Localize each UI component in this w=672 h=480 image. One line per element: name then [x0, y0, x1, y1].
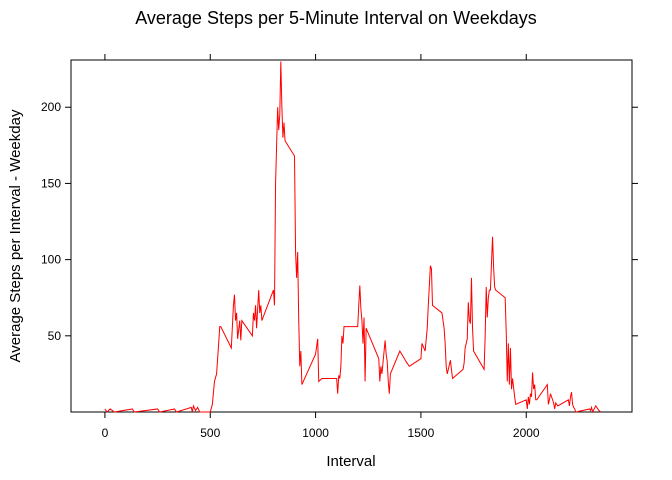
y-tick-label: 100 — [41, 253, 61, 267]
x-tick-label: 500 — [200, 426, 220, 440]
y-tick-label: 200 — [41, 100, 61, 114]
x-tick-label: 1000 — [302, 426, 329, 440]
y-tick-label: 150 — [41, 176, 61, 190]
data-line — [104, 61, 602, 414]
chart-title: Average Steps per 5-Minute Interval on W… — [135, 8, 537, 28]
y-axis-label: Average Steps per Interval - Weekday — [7, 109, 24, 362]
x-tick-label: 1500 — [408, 426, 435, 440]
x-tick-label: 2000 — [513, 426, 540, 440]
y-tick-label: 50 — [48, 329, 62, 343]
panel-border — [70, 59, 633, 413]
x-tick-label: 0 — [102, 426, 109, 440]
x-axis-label: Interval — [326, 453, 375, 470]
